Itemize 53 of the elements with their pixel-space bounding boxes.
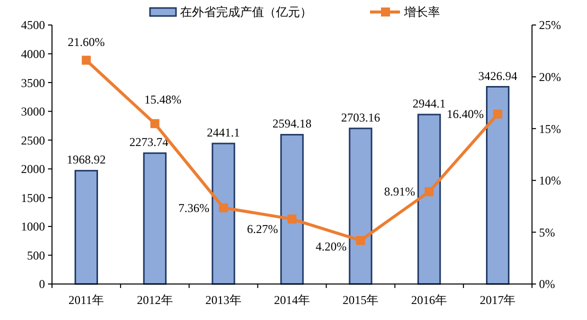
- point: [493, 110, 502, 119]
- x-tick-label: 2012年: [136, 293, 173, 307]
- x-tick-label: 2017年: [480, 293, 516, 307]
- point: [288, 214, 296, 224]
- y-tick-label: 3000: [21, 104, 45, 119]
- y-tick-label: 0: [39, 277, 45, 292]
- bar: [74, 170, 98, 285]
- legend-label: 增长率: [403, 5, 440, 20]
- x-tick-label: 2015年: [342, 293, 379, 307]
- data-label: 4.20%: [316, 239, 347, 254]
- x-tick-label: 2016年: [411, 293, 448, 307]
- y-tick-label: 2500: [21, 133, 45, 148]
- data-label: 8.91%: [384, 184, 416, 199]
- point: [218, 203, 228, 212]
- x-tick-label: 2014年: [274, 293, 310, 307]
- bar: [143, 152, 167, 285]
- data-label: 21.60%: [68, 35, 105, 50]
- y-tick-label: 1000: [21, 220, 45, 234]
- x-tick-label: 2013年: [205, 293, 242, 307]
- y2-tick-label: 10%: [539, 174, 561, 188]
- y2-tick-label: 25%: [539, 18, 561, 32]
- bar: [212, 142, 236, 285]
- y-tick-label: 3500: [21, 76, 45, 90]
- y2-tick-label: 0%: [539, 277, 555, 292]
- data-label: 15.48%: [144, 92, 182, 107]
- y-tick-label: 4000: [21, 46, 45, 61]
- point: [150, 119, 160, 128]
- x-tick-label: 2011年: [68, 293, 104, 307]
- y-tick-label: 1500: [21, 190, 45, 205]
- data-label: 2594.18: [272, 116, 312, 131]
- data-label: 6.27%: [247, 222, 278, 236]
- point: [82, 56, 91, 65]
- point: [424, 187, 434, 196]
- data-label: 2703.16: [341, 110, 380, 124]
- bar: [486, 86, 510, 285]
- data-label: 2441.1: [206, 126, 240, 140]
- bar: [417, 114, 441, 285]
- data-label: 7.36%: [178, 200, 210, 215]
- data-label: 2944.1: [412, 96, 446, 111]
- y-tick-label: 4500: [21, 18, 45, 32]
- y2-tick-label: 20%: [539, 70, 561, 84]
- y-tick-label: 500: [27, 248, 45, 262]
- point: [356, 236, 366, 245]
- data-label: 16.40%: [446, 107, 484, 122]
- legend-label: 在外省完成产值（亿元）: [180, 5, 312, 20]
- data-label: 1968.92: [66, 152, 106, 167]
- data-label: 2273.74: [129, 135, 168, 150]
- y2-tick-label: 15%: [539, 122, 561, 136]
- bar: [348, 128, 372, 285]
- y2-tick-label: 5%: [539, 225, 555, 240]
- y-tick-label: 2000: [21, 162, 45, 176]
- bar: [280, 134, 304, 285]
- data-label: 3426.94: [478, 68, 518, 83]
